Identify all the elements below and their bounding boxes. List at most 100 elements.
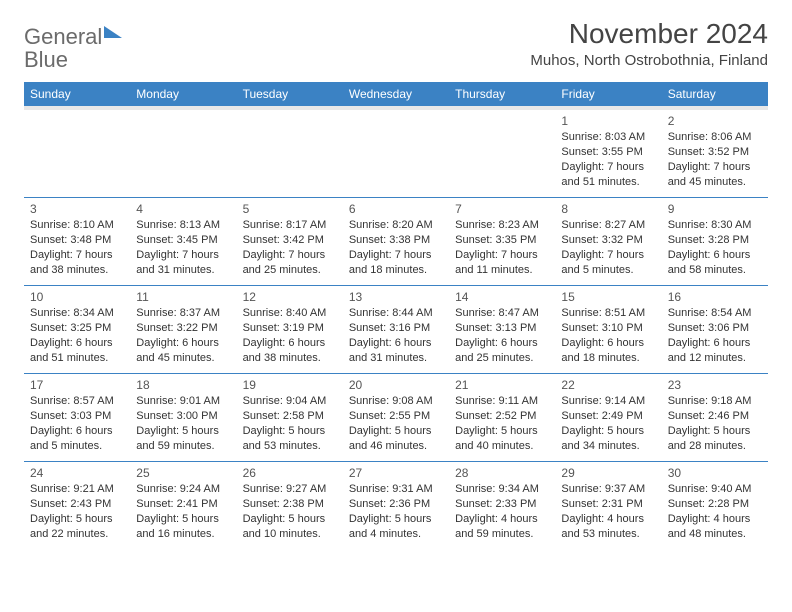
sunset-text: Sunset: 3:52 PM	[668, 145, 762, 160]
calendar-cell: 7Sunrise: 8:23 AMSunset: 3:35 PMDaylight…	[449, 198, 555, 286]
sunrise-text: Sunrise: 8:20 AM	[349, 218, 443, 233]
sunrise-text: Sunrise: 8:51 AM	[561, 306, 655, 321]
daylight-text: Daylight: 6 hours and 58 minutes.	[668, 248, 762, 278]
sunset-text: Sunset: 3:32 PM	[561, 233, 655, 248]
sunrise-text: Sunrise: 8:57 AM	[30, 394, 124, 409]
dayname-thu: Thursday	[449, 82, 555, 108]
daylight-text: Daylight: 5 hours and 40 minutes.	[455, 424, 549, 454]
sunset-text: Sunset: 2:52 PM	[455, 409, 549, 424]
sunset-text: Sunset: 3:55 PM	[561, 145, 655, 160]
month-title: November 2024	[530, 18, 768, 50]
sunrise-text: Sunrise: 9:08 AM	[349, 394, 443, 409]
daylight-text: Daylight: 4 hours and 59 minutes.	[455, 512, 549, 542]
daylight-text: Daylight: 5 hours and 4 minutes.	[349, 512, 443, 542]
sunrise-text: Sunrise: 8:06 AM	[668, 130, 762, 145]
logo-word1: General	[24, 24, 102, 49]
sunrise-text: Sunrise: 9:37 AM	[561, 482, 655, 497]
calendar-cell: 20Sunrise: 9:08 AMSunset: 2:55 PMDayligh…	[343, 374, 449, 462]
day-number: 30	[668, 465, 762, 481]
daylight-text: Daylight: 7 hours and 25 minutes.	[243, 248, 337, 278]
sunset-text: Sunset: 2:36 PM	[349, 497, 443, 512]
sunrise-text: Sunrise: 9:11 AM	[455, 394, 549, 409]
sunrise-text: Sunrise: 8:03 AM	[561, 130, 655, 145]
calendar-cell: 28Sunrise: 9:34 AMSunset: 2:33 PMDayligh…	[449, 462, 555, 550]
day-number: 29	[561, 465, 655, 481]
day-number: 21	[455, 377, 549, 393]
calendar-cell: 30Sunrise: 9:40 AMSunset: 2:28 PMDayligh…	[662, 462, 768, 550]
calendar-cell	[130, 108, 236, 198]
day-number: 26	[243, 465, 337, 481]
day-number: 18	[136, 377, 230, 393]
calendar-cell: 27Sunrise: 9:31 AMSunset: 2:36 PMDayligh…	[343, 462, 449, 550]
sunset-text: Sunset: 3:00 PM	[136, 409, 230, 424]
sunset-text: Sunset: 3:22 PM	[136, 321, 230, 336]
calendar-cell: 22Sunrise: 9:14 AMSunset: 2:49 PMDayligh…	[555, 374, 661, 462]
sunrise-text: Sunrise: 8:34 AM	[30, 306, 124, 321]
daylight-text: Daylight: 5 hours and 59 minutes.	[136, 424, 230, 454]
dayname-wed: Wednesday	[343, 82, 449, 108]
calendar-cell	[24, 108, 130, 198]
calendar-cell: 5Sunrise: 8:17 AMSunset: 3:42 PMDaylight…	[237, 198, 343, 286]
calendar-cell: 26Sunrise: 9:27 AMSunset: 2:38 PMDayligh…	[237, 462, 343, 550]
sunset-text: Sunset: 2:46 PM	[668, 409, 762, 424]
sunrise-text: Sunrise: 9:14 AM	[561, 394, 655, 409]
daylight-text: Daylight: 6 hours and 25 minutes.	[455, 336, 549, 366]
daylight-text: Daylight: 7 hours and 5 minutes.	[561, 248, 655, 278]
day-number: 22	[561, 377, 655, 393]
logo: General Blue	[24, 18, 122, 72]
sunrise-text: Sunrise: 9:18 AM	[668, 394, 762, 409]
calendar-cell: 9Sunrise: 8:30 AMSunset: 3:28 PMDaylight…	[662, 198, 768, 286]
daylight-text: Daylight: 4 hours and 53 minutes.	[561, 512, 655, 542]
sunrise-text: Sunrise: 9:01 AM	[136, 394, 230, 409]
sunrise-text: Sunrise: 8:27 AM	[561, 218, 655, 233]
sunset-text: Sunset: 3:45 PM	[136, 233, 230, 248]
day-number: 19	[243, 377, 337, 393]
day-number: 3	[30, 201, 124, 217]
calendar-cell: 11Sunrise: 8:37 AMSunset: 3:22 PMDayligh…	[130, 286, 236, 374]
calendar-row: 3Sunrise: 8:10 AMSunset: 3:48 PM Daylight…	[24, 198, 768, 286]
calendar-cell: 6Sunrise: 8:20 AMSunset: 3:38 PMDaylight…	[343, 198, 449, 286]
location-text: Muhos, North Ostrobothnia, Finland	[530, 52, 768, 69]
calendar-cell: 4Sunrise: 8:13 AMSunset: 3:45 PMDaylight…	[130, 198, 236, 286]
calendar-cell	[449, 108, 555, 198]
calendar-cell: 3Sunrise: 8:10 AMSunset: 3:48 PMDaylight…	[24, 198, 130, 286]
daylight-text: Daylight: 5 hours and 22 minutes.	[30, 512, 124, 542]
calendar-cell: 1Sunrise: 8:03 AMSunset: 3:55 PMDaylight…	[555, 108, 661, 198]
logo-triangle-icon	[104, 26, 122, 38]
calendar-cell: 14Sunrise: 8:47 AMSunset: 3:13 PMDayligh…	[449, 286, 555, 374]
sunrise-text: Sunrise: 9:04 AM	[243, 394, 337, 409]
sunset-text: Sunset: 3:13 PM	[455, 321, 549, 336]
sunset-text: Sunset: 3:35 PM	[455, 233, 549, 248]
sunset-text: Sunset: 3:06 PM	[668, 321, 762, 336]
sunrise-text: Sunrise: 8:10 AM	[30, 218, 124, 233]
day-number: 16	[668, 289, 762, 305]
daylight-text: Daylight: 6 hours and 51 minutes.	[30, 336, 124, 366]
sunrise-text: Sunrise: 9:34 AM	[455, 482, 549, 497]
calendar-row: 17Sunrise: 8:57 AMSunset: 3:03 PMDayligh…	[24, 374, 768, 462]
sunset-text: Sunset: 2:31 PM	[561, 497, 655, 512]
calendar-cell: 10Sunrise: 8:34 AMSunset: 3:25 PMDayligh…	[24, 286, 130, 374]
title-block: November 2024 Muhos, North Ostrobothnia,…	[530, 18, 768, 69]
sunrise-text: Sunrise: 9:27 AM	[243, 482, 337, 497]
day-number: 14	[455, 289, 549, 305]
sunrise-text: Sunrise: 8:30 AM	[668, 218, 762, 233]
calendar-cell: 25Sunrise: 9:24 AMSunset: 2:41 PMDayligh…	[130, 462, 236, 550]
calendar-cell: 23Sunrise: 9:18 AMSunset: 2:46 PMDayligh…	[662, 374, 768, 462]
day-number: 12	[243, 289, 337, 305]
daylight-text: Daylight: 7 hours and 45 minutes.	[668, 160, 762, 190]
daylight-text: Daylight: 6 hours and 18 minutes.	[561, 336, 655, 366]
daylight-text: Daylight: 6 hours and 38 minutes.	[243, 336, 337, 366]
day-number: 7	[455, 201, 549, 217]
day-number: 28	[455, 465, 549, 481]
day-number: 9	[668, 201, 762, 217]
daylight-text: Daylight: 5 hours and 46 minutes.	[349, 424, 443, 454]
daylight-text: Daylight: 6 hours and 5 minutes.	[30, 424, 124, 454]
calendar-cell: 12Sunrise: 8:40 AMSunset: 3:19 PMDayligh…	[237, 286, 343, 374]
day-number: 15	[561, 289, 655, 305]
sunset-text: Sunset: 2:41 PM	[136, 497, 230, 512]
calendar-cell: 29Sunrise: 9:37 AMSunset: 2:31 PMDayligh…	[555, 462, 661, 550]
calendar-table: Sunday Monday Tuesday Wednesday Thursday…	[24, 82, 768, 549]
calendar-cell: 18Sunrise: 9:01 AMSunset: 3:00 PMDayligh…	[130, 374, 236, 462]
daylight-text: Daylight: 7 hours and 18 minutes.	[349, 248, 443, 278]
sunset-text: Sunset: 3:48 PM	[30, 233, 124, 248]
